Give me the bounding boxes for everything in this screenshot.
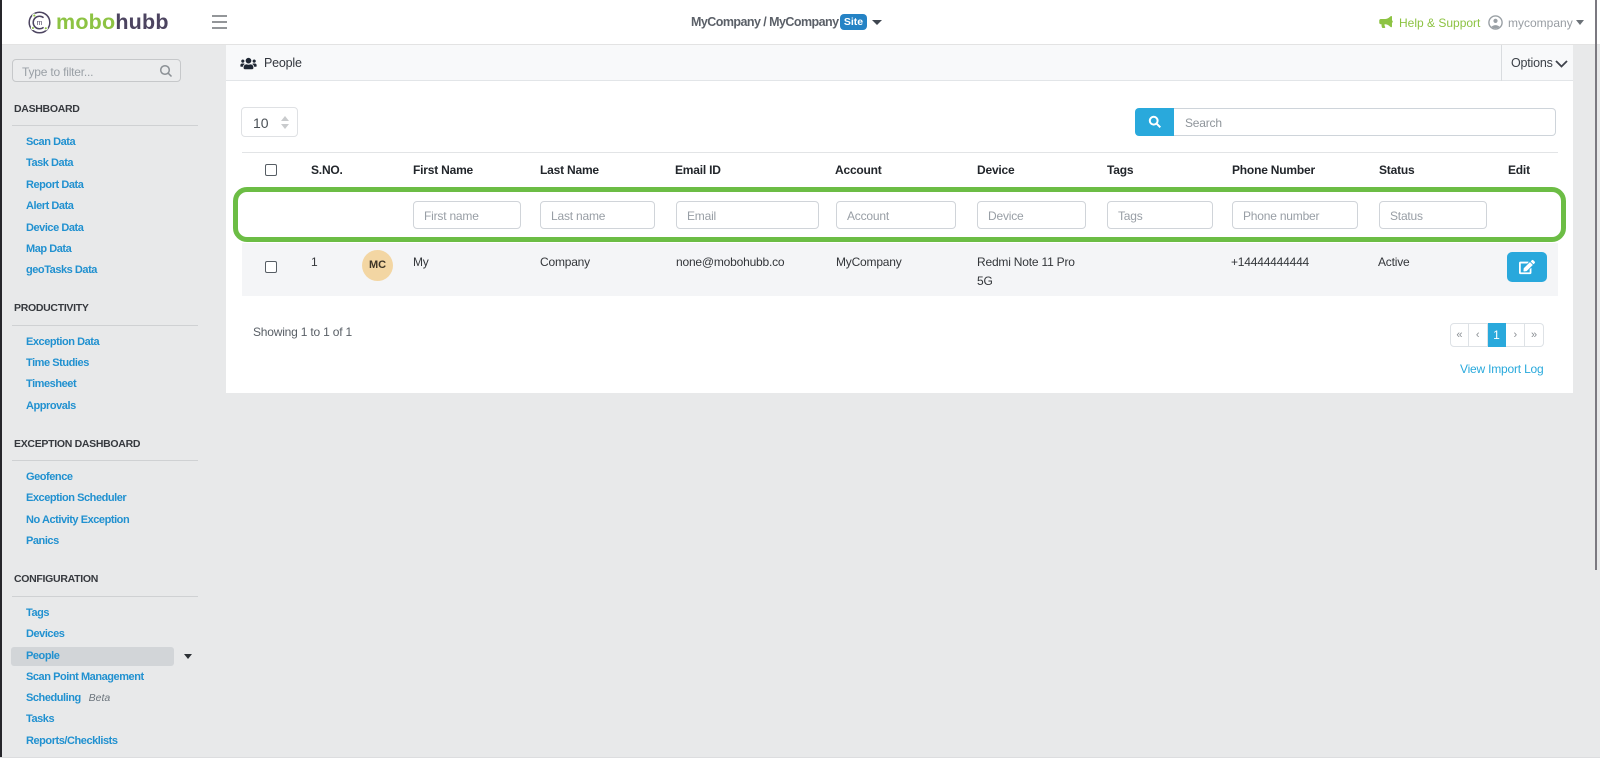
svg-text:m: m (37, 20, 43, 27)
